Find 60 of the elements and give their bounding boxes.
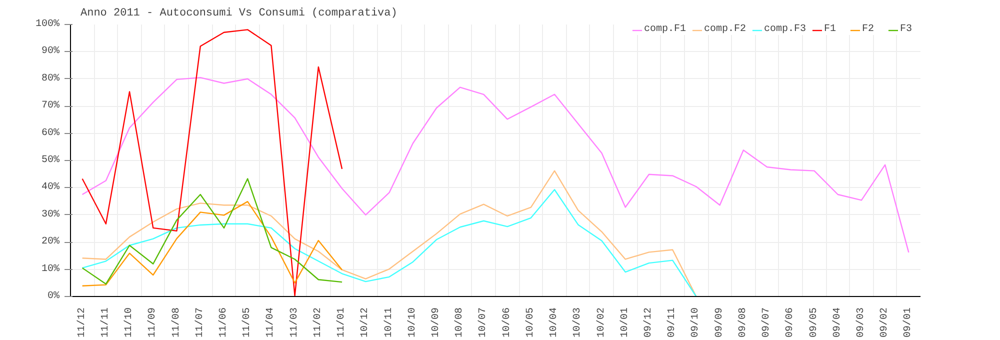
legend-label: comp.F2 bbox=[704, 24, 746, 35]
x-tick-label: 11/04 bbox=[264, 307, 277, 338]
x-tick-label: 10/09 bbox=[430, 307, 442, 338]
y-tick-label: 60% bbox=[41, 128, 60, 139]
x-tick-label: 09/10 bbox=[690, 307, 702, 338]
y-tick-label: 100% bbox=[35, 19, 60, 30]
x-tick-label: 10/12 bbox=[359, 307, 372, 338]
x-tick-label: 09/08 bbox=[736, 307, 749, 338]
legend-label: F1 bbox=[824, 24, 838, 35]
x-tick-label: 11/11 bbox=[99, 307, 112, 338]
x-tick-label: 11/10 bbox=[123, 307, 136, 338]
x-tick-label: 10/10 bbox=[406, 307, 418, 338]
y-tick-label: 80% bbox=[41, 73, 60, 84]
x-tick-label: 11/08 bbox=[170, 307, 182, 338]
x-tick-label: 10/04 bbox=[548, 307, 560, 338]
line-series bbox=[82, 170, 697, 296]
x-tick-label: 11/09 bbox=[146, 307, 159, 338]
x-tick-label: 11/06 bbox=[217, 307, 230, 338]
chart-title: Anno 2011 - Autoconsumi Vs Consumi (comparativa) bbox=[80, 8, 398, 20]
x-tick-label: 10/03 bbox=[572, 307, 584, 338]
x-tick-label: 09/07 bbox=[760, 307, 773, 338]
y-tick-label: 50% bbox=[41, 155, 60, 166]
x-tick-label: 11/03 bbox=[288, 307, 300, 338]
y-tick-label: 10% bbox=[41, 264, 60, 275]
legend-label: comp.F3 bbox=[764, 24, 806, 35]
x-tick-label: 11/07 bbox=[194, 307, 206, 338]
x-tick-label: 09/04 bbox=[831, 307, 844, 338]
y-tick-label: 0% bbox=[48, 291, 60, 302]
legend-label: F2 bbox=[862, 24, 876, 35]
x-tick-label: 10/05 bbox=[524, 307, 536, 338]
x-tick-label: 10/11 bbox=[382, 307, 395, 338]
x-tick-label: 10/01 bbox=[618, 307, 631, 338]
x-tick-label: 09/06 bbox=[784, 307, 796, 338]
x-tick-label: 10/07 bbox=[477, 307, 490, 338]
x-tick-label: 11/01 bbox=[336, 307, 348, 338]
line-series bbox=[82, 200, 343, 286]
line-series bbox=[82, 29, 343, 296]
line-series bbox=[82, 189, 697, 296]
legend-label: comp.F1 bbox=[644, 24, 686, 35]
x-tick-label: 11/05 bbox=[241, 307, 254, 338]
x-tick-label: 10/06 bbox=[500, 307, 513, 338]
x-tick-label: 10/02 bbox=[595, 307, 608, 338]
x-tick-label: 09/02 bbox=[878, 307, 891, 338]
y-tick-label: 90% bbox=[41, 46, 60, 58]
x-tick-label: 09/01 bbox=[902, 307, 914, 338]
x-tick-label: 09/11 bbox=[666, 307, 678, 338]
legend-label: F3 bbox=[900, 24, 914, 35]
x-tick-label: 09/03 bbox=[854, 307, 867, 338]
line-series bbox=[82, 178, 343, 285]
y-tick-label: 70% bbox=[41, 100, 60, 112]
x-tick-label: 10/08 bbox=[454, 307, 466, 338]
y-tick-label: 40% bbox=[41, 182, 60, 194]
y-tick-label: 30% bbox=[41, 209, 60, 220]
line-series bbox=[82, 76, 910, 254]
x-tick-label: 09/09 bbox=[713, 307, 726, 338]
x-tick-label: 09/05 bbox=[808, 307, 820, 338]
y-tick-label: 20% bbox=[41, 236, 60, 248]
x-tick-label: 11/12 bbox=[76, 307, 88, 338]
x-tick-label: 09/12 bbox=[642, 307, 654, 338]
x-tick-label: 11/02 bbox=[312, 307, 324, 338]
